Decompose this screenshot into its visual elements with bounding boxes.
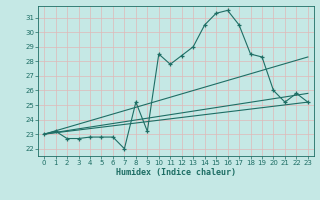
X-axis label: Humidex (Indice chaleur): Humidex (Indice chaleur) [116, 168, 236, 177]
